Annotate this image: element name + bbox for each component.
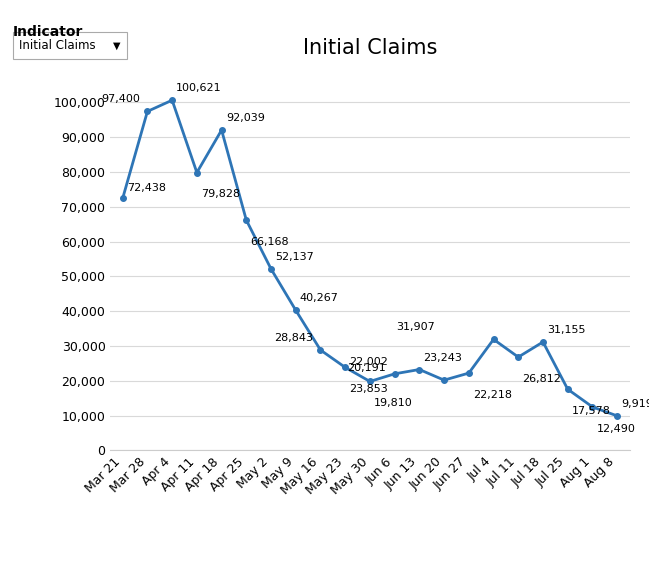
Text: Indicator: Indicator <box>13 25 83 39</box>
Text: Initial Claims: Initial Claims <box>19 39 96 52</box>
Text: 72,438: 72,438 <box>127 183 166 193</box>
Text: 28,843: 28,843 <box>275 333 313 343</box>
Text: 100,621: 100,621 <box>177 83 222 93</box>
Text: ▼: ▼ <box>113 41 121 51</box>
Text: 17,578: 17,578 <box>572 406 611 416</box>
Text: 26,812: 26,812 <box>522 374 561 384</box>
Text: 52,137: 52,137 <box>275 252 314 262</box>
Text: 19,810: 19,810 <box>374 398 413 408</box>
Text: 31,907: 31,907 <box>397 323 435 332</box>
Text: 23,243: 23,243 <box>424 352 463 363</box>
Text: 92,039: 92,039 <box>226 113 265 123</box>
Text: 97,400: 97,400 <box>102 95 140 105</box>
Text: 66,168: 66,168 <box>251 237 289 247</box>
Text: 22,218: 22,218 <box>473 390 512 400</box>
Title: Initial Claims: Initial Claims <box>302 38 437 57</box>
Text: 79,828: 79,828 <box>201 189 240 199</box>
Text: 31,155: 31,155 <box>547 325 585 335</box>
Text: 22,002: 22,002 <box>349 357 387 367</box>
Text: 9,919: 9,919 <box>621 399 649 409</box>
Text: 23,853: 23,853 <box>349 384 388 394</box>
Text: 40,267: 40,267 <box>300 293 339 303</box>
Text: 20,191: 20,191 <box>347 363 386 373</box>
Text: 12,490: 12,490 <box>596 423 635 434</box>
